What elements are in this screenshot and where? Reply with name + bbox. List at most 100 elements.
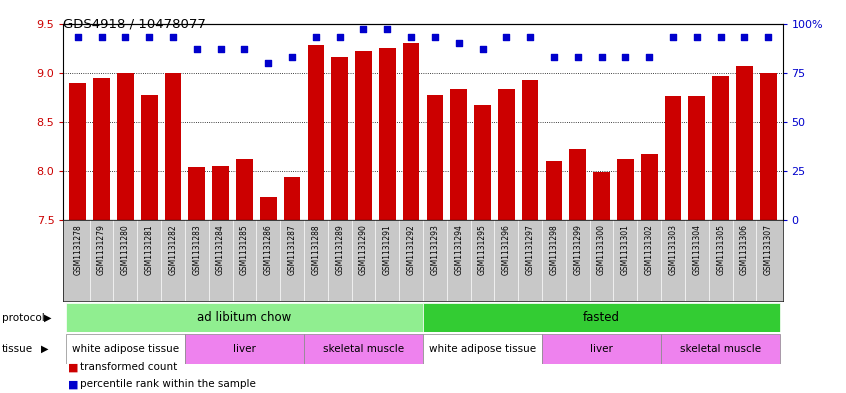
Text: GSM1131278: GSM1131278 — [74, 224, 82, 275]
Bar — [593, 172, 610, 220]
Bar — [760, 73, 777, 220]
Bar — [93, 78, 110, 220]
Text: white adipose tissue: white adipose tissue — [429, 344, 536, 354]
Text: GSM1131279: GSM1131279 — [97, 224, 106, 275]
Point — [71, 34, 85, 40]
Point — [667, 34, 680, 40]
Point — [761, 34, 775, 40]
Point — [428, 34, 442, 40]
Point — [475, 46, 489, 52]
Bar — [165, 73, 181, 220]
Bar — [379, 48, 396, 220]
Text: ▶: ▶ — [44, 312, 52, 323]
Point — [357, 26, 371, 33]
Bar — [641, 154, 657, 220]
Point — [500, 34, 514, 40]
Text: GSM1131287: GSM1131287 — [288, 224, 297, 275]
Text: ■: ■ — [68, 362, 78, 373]
Text: skeletal muscle: skeletal muscle — [323, 344, 404, 354]
Text: fasted: fasted — [583, 311, 620, 324]
Point — [95, 34, 108, 40]
Text: GSM1131282: GSM1131282 — [168, 224, 178, 275]
Bar — [117, 73, 134, 220]
Text: GSM1131294: GSM1131294 — [454, 224, 464, 275]
Text: GSM1131298: GSM1131298 — [549, 224, 558, 275]
Text: ▶: ▶ — [41, 344, 48, 354]
Text: protocol: protocol — [2, 312, 45, 323]
Bar — [522, 80, 539, 220]
Point — [690, 34, 704, 40]
Bar — [542, 334, 661, 364]
Bar — [498, 90, 514, 220]
Bar — [69, 83, 86, 220]
Bar — [450, 90, 467, 220]
Text: transformed count: transformed count — [80, 362, 178, 373]
Text: GSM1131301: GSM1131301 — [621, 224, 630, 275]
Text: GSM1131305: GSM1131305 — [717, 224, 725, 275]
Bar — [66, 303, 423, 332]
Text: GSM1131303: GSM1131303 — [668, 224, 678, 275]
Point — [738, 34, 751, 40]
Point — [404, 34, 418, 40]
Text: GSM1131293: GSM1131293 — [431, 224, 439, 275]
Bar — [689, 96, 706, 220]
Text: GSM1131289: GSM1131289 — [335, 224, 344, 275]
Point — [595, 54, 608, 60]
Text: GDS4918 / 10478077: GDS4918 / 10478077 — [63, 18, 206, 31]
Text: white adipose tissue: white adipose tissue — [72, 344, 179, 354]
Text: ■: ■ — [68, 379, 78, 389]
Bar — [307, 45, 324, 220]
Point — [332, 34, 346, 40]
Text: GSM1131297: GSM1131297 — [525, 224, 535, 275]
Point — [166, 34, 179, 40]
Point — [714, 34, 728, 40]
Text: GSM1131285: GSM1131285 — [240, 224, 249, 275]
Text: liver: liver — [233, 344, 255, 354]
Text: GSM1131304: GSM1131304 — [692, 224, 701, 275]
Text: GSM1131288: GSM1131288 — [311, 224, 321, 275]
Point — [547, 54, 561, 60]
Text: GSM1131286: GSM1131286 — [264, 224, 272, 275]
Point — [238, 46, 251, 52]
Text: GSM1131280: GSM1131280 — [121, 224, 129, 275]
Point — [381, 26, 394, 33]
Text: GSM1131295: GSM1131295 — [478, 224, 487, 275]
Bar — [212, 166, 229, 220]
Bar — [661, 334, 780, 364]
Point — [642, 54, 656, 60]
Bar — [475, 105, 491, 220]
Text: ad libitum chow: ad libitum chow — [197, 311, 292, 324]
Point — [285, 54, 299, 60]
Text: liver: liver — [591, 344, 613, 354]
Bar — [617, 159, 634, 220]
Bar — [332, 57, 348, 220]
Point — [118, 34, 132, 40]
Bar — [423, 334, 542, 364]
Bar — [569, 149, 586, 220]
Bar — [189, 167, 205, 220]
Text: GSM1131281: GSM1131281 — [145, 224, 154, 275]
Point — [190, 46, 204, 52]
Point — [261, 60, 275, 66]
Text: GSM1131307: GSM1131307 — [764, 224, 772, 275]
Bar — [426, 95, 443, 220]
Bar — [260, 197, 277, 220]
Text: GSM1131306: GSM1131306 — [740, 224, 749, 275]
Bar — [423, 303, 780, 332]
Text: GSM1131299: GSM1131299 — [574, 224, 582, 275]
Text: GSM1131284: GSM1131284 — [216, 224, 225, 275]
Bar — [665, 96, 681, 220]
Bar — [403, 43, 420, 220]
Bar — [185, 334, 304, 364]
Bar — [736, 66, 753, 220]
Point — [452, 40, 465, 46]
Text: GSM1131300: GSM1131300 — [597, 224, 606, 275]
Text: GSM1131292: GSM1131292 — [407, 224, 415, 275]
Text: percentile rank within the sample: percentile rank within the sample — [80, 379, 256, 389]
Bar — [66, 334, 185, 364]
Text: GSM1131296: GSM1131296 — [502, 224, 511, 275]
Bar — [283, 177, 300, 220]
Text: skeletal muscle: skeletal muscle — [680, 344, 761, 354]
Point — [571, 54, 585, 60]
Text: tissue: tissue — [2, 344, 33, 354]
